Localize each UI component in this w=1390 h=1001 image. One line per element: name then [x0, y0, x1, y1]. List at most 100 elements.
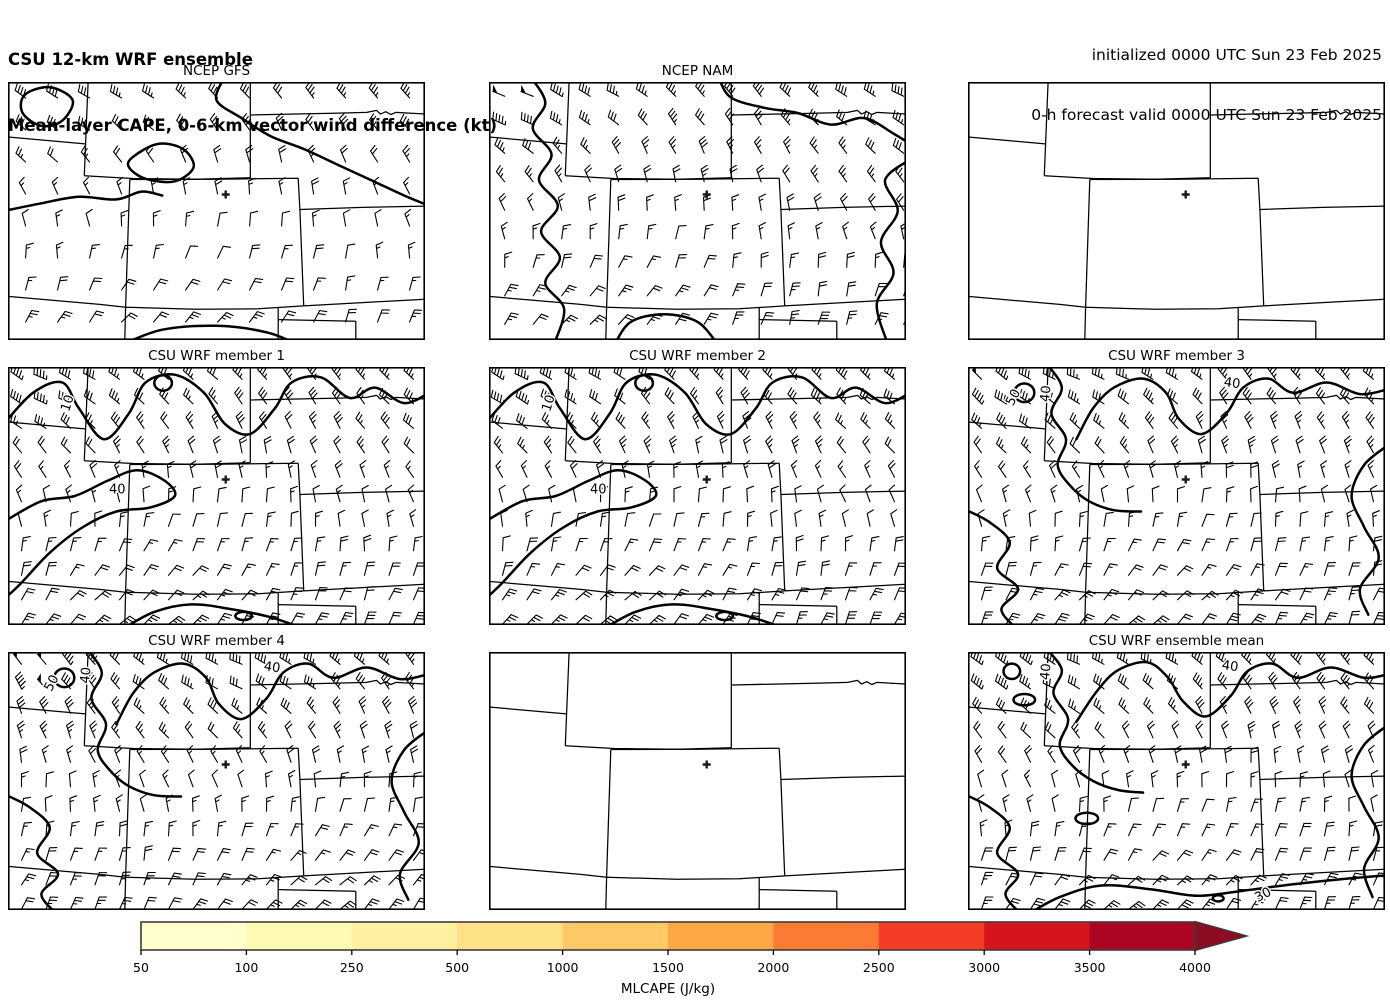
wind-barb — [109, 652, 121, 665]
wind-barb — [279, 652, 292, 665]
wind-barb — [846, 281, 857, 297]
wind-barb — [1127, 511, 1137, 527]
wind-barb — [1029, 846, 1042, 861]
wind-barb — [1242, 386, 1252, 405]
wind-barb — [1299, 511, 1309, 527]
wind-barb — [1292, 386, 1302, 405]
wind-barb — [403, 436, 415, 454]
wind-barb — [1363, 697, 1375, 714]
wind-barb — [314, 796, 326, 812]
wind-barb — [1201, 848, 1217, 861]
wind-barb — [835, 82, 848, 97]
wind-barb — [175, 82, 187, 99]
wind-barb — [501, 561, 514, 576]
wind-barb — [363, 898, 380, 910]
wind-barb — [234, 386, 244, 405]
wind-barb — [618, 284, 634, 297]
wind-barb — [1362, 367, 1375, 380]
wind-barb — [795, 587, 810, 601]
wind-barb — [257, 721, 268, 739]
wind-barb — [310, 460, 318, 478]
wind-barb — [1266, 387, 1277, 405]
wind-barb — [997, 460, 1007, 478]
wind-barb — [89, 310, 105, 323]
wind-barb — [1097, 460, 1105, 478]
panel-frame — [8, 652, 425, 910]
panel-frame — [489, 82, 906, 340]
wind-barb — [115, 794, 123, 812]
wind-barb — [208, 82, 219, 99]
wind-barb — [139, 769, 146, 788]
wind-barb — [1319, 435, 1327, 454]
wind-barb — [844, 586, 858, 601]
wind-barb — [403, 176, 411, 195]
wind-barb — [176, 113, 187, 131]
wind-barb — [335, 484, 343, 503]
colorbar-tick-label: 1500 — [652, 960, 684, 975]
wind-barb — [1176, 565, 1194, 576]
wind-barb — [1299, 822, 1312, 837]
wind-barb — [817, 280, 828, 297]
wind-barb — [675, 225, 687, 240]
wind-barb — [1066, 367, 1081, 380]
wind-barb — [407, 695, 418, 714]
wind-barb — [1042, 367, 1056, 380]
wind-barb — [1176, 798, 1190, 812]
wind-barb — [1067, 674, 1081, 690]
wind-barb — [245, 144, 254, 163]
wind-barb — [255, 673, 268, 690]
wind-barb — [1339, 387, 1350, 405]
wind-barb — [729, 164, 738, 183]
wind-barb — [339, 849, 356, 861]
wind-barb — [110, 672, 121, 690]
wind-barb — [1372, 896, 1385, 910]
wind-barb — [753, 107, 764, 126]
wind-barb — [118, 820, 128, 837]
wind-barb — [532, 222, 541, 240]
wind-barb — [1250, 848, 1265, 861]
wind-barb — [355, 367, 366, 380]
wind-barb — [69, 896, 84, 910]
wind-barb — [1299, 612, 1315, 625]
wind-barb — [695, 82, 705, 97]
wind-barb — [311, 209, 320, 227]
wind-barb — [66, 745, 74, 763]
wind-barb — [1103, 848, 1119, 861]
wind-barb — [1290, 652, 1302, 665]
wind-barb — [522, 138, 534, 154]
wind-barb — [1299, 797, 1311, 812]
wind-barb — [1127, 848, 1143, 861]
wind-barb — [1225, 564, 1242, 576]
wind-barb — [1195, 696, 1205, 714]
wind-barb — [1078, 874, 1096, 886]
wind-barb — [282, 367, 293, 380]
wind-barb — [1146, 720, 1155, 739]
wind-barb — [1152, 797, 1165, 812]
wind-barb — [143, 845, 153, 861]
wind-barb — [1127, 615, 1146, 625]
wind-barb — [643, 164, 652, 183]
wind-barb — [118, 564, 135, 576]
wind-barb — [89, 244, 101, 259]
wind-barb — [994, 389, 1008, 405]
wind-barb — [760, 282, 773, 297]
wind-barb — [865, 137, 876, 154]
wind-barb — [55, 209, 63, 227]
wind-barb — [1144, 411, 1155, 429]
wind-barb — [1152, 823, 1167, 837]
wind-barb — [1340, 367, 1350, 380]
wind-barb — [1029, 820, 1040, 837]
wind-barb — [314, 536, 326, 552]
wind-barb — [606, 82, 620, 97]
wind-barb — [498, 484, 506, 503]
wind-barb — [159, 696, 170, 714]
wind-barb — [43, 509, 51, 527]
wind-barb — [1344, 460, 1352, 478]
wind-barb — [1176, 770, 1185, 788]
panel-frame — [968, 82, 1385, 340]
wind-barb — [135, 720, 145, 739]
wind-barb — [893, 612, 906, 625]
wind-barb — [624, 538, 639, 552]
